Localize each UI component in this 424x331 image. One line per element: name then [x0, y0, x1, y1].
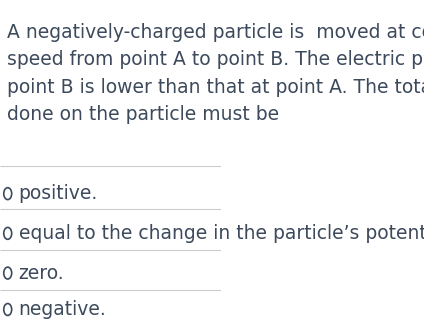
Text: positive.: positive. — [19, 184, 98, 203]
Text: A negatively-charged particle is  moved at constant
speed from point A to point : A negatively-charged particle is moved a… — [7, 23, 424, 124]
Text: equal to the change in the particle’s potential energy.: equal to the change in the particle’s po… — [19, 224, 424, 243]
Text: zero.: zero. — [19, 263, 64, 283]
Text: negative.: negative. — [19, 300, 106, 319]
